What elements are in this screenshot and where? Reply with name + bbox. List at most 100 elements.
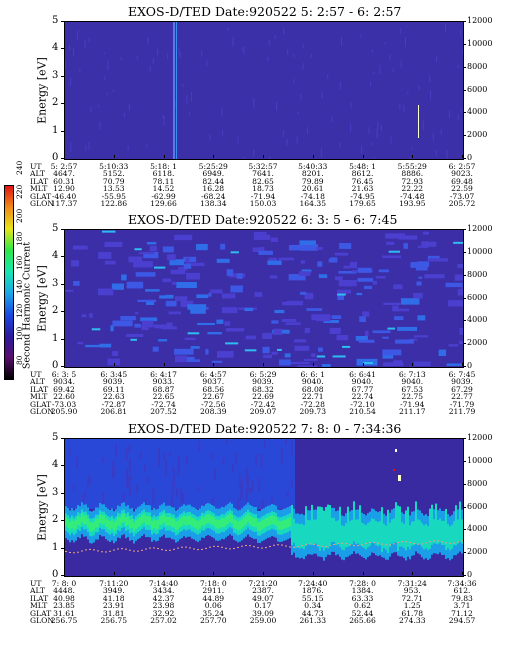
orbit-cell: 71.12 — [451, 608, 473, 618]
orbit-row-label: MLT — [30, 601, 48, 611]
spectrogram-patch — [301, 269, 312, 273]
x-tick-mark — [362, 155, 364, 158]
spectrogram-band — [383, 523, 385, 548]
y-tick-mark — [61, 283, 64, 285]
orbit-cell: 79.89 — [301, 176, 324, 186]
spectrogram-band — [197, 520, 199, 530]
spectrogram-speckle — [88, 474, 91, 483]
temperature-trace — [237, 546, 239, 548]
orbit-cell: 5:25:29 — [198, 162, 228, 171]
x-tick-mark — [462, 572, 463, 575]
x-tick-mark — [412, 363, 414, 366]
spectrogram-band — [185, 516, 187, 526]
orbit-cell: 35.24 — [202, 608, 225, 618]
orbit-row-label: ALT — [30, 586, 45, 596]
spectrogram-patch — [337, 289, 352, 294]
spectrogram-band — [293, 518, 295, 543]
orbit-cell: -46.40 — [51, 191, 77, 201]
spectrogram-patch — [112, 320, 133, 327]
spectrogram-patch — [413, 292, 423, 299]
orbit-cell: -71.79 — [449, 399, 475, 409]
spectrogram-patch — [311, 314, 331, 321]
y-tick-label: 2 — [52, 514, 59, 526]
spectrogram-speckle — [243, 156, 245, 159]
spectrogram-band — [275, 516, 277, 526]
temperature-trace — [113, 549, 115, 551]
orbit-cell: 6: 4:57 — [199, 370, 227, 379]
spectrogram-patch — [104, 260, 116, 265]
spectrogram-band — [287, 518, 289, 528]
orbit-cell: 294.57 — [448, 616, 476, 625]
spectrogram-patch — [394, 339, 414, 344]
spectrogram-band — [181, 517, 183, 527]
spectrogram-band — [311, 520, 313, 545]
orbit-row-label: GLON — [30, 407, 54, 416]
spectrogram-speckle — [435, 149, 437, 157]
y-tick-label: 4 — [52, 42, 59, 54]
orbit-cell: 79.83 — [451, 593, 473, 603]
spectrogram-speckle — [283, 27, 285, 35]
spectrogram-band — [157, 519, 159, 529]
spectrogram-band — [401, 522, 403, 547]
y-tick-mark — [61, 75, 64, 77]
spectrogram-speckle — [297, 111, 299, 115]
spectrogram-band — [151, 520, 153, 530]
spectrogram-patch — [253, 231, 267, 235]
temperature-trace — [429, 541, 431, 543]
spectrogram-band — [113, 522, 115, 532]
orbit-cell: 7: 8: 0 — [51, 579, 77, 588]
orbit-row-label: ILAT — [30, 384, 49, 394]
spectrogram-speckle — [234, 452, 237, 464]
spectrogram-band — [191, 517, 193, 527]
spectrogram-band — [223, 518, 225, 528]
spectrogram-band — [225, 516, 227, 526]
y2-tick-mark — [463, 320, 466, 322]
spectrogram-speckle — [136, 484, 139, 494]
spectrogram-patch — [216, 319, 224, 324]
temperature-trace — [369, 542, 371, 544]
orbit-cell: 7:21:20 — [248, 579, 278, 588]
spectrogram-band — [153, 519, 155, 529]
spectrogram-patch — [244, 349, 257, 352]
orbit-row-label: GLAT — [30, 399, 52, 409]
temperature-trace — [361, 544, 363, 546]
spectrogram-band — [433, 519, 435, 544]
spectrogram-speckle — [76, 457, 79, 469]
orbit-cell: 22.67 — [202, 392, 225, 402]
spectrogram-patch — [382, 352, 394, 359]
spectrogram-speckle — [457, 64, 459, 69]
spectrogram-patch — [268, 257, 277, 262]
spectrogram-patch — [146, 301, 155, 305]
spectrogram-band — [123, 513, 125, 523]
temperature-trace — [209, 546, 211, 548]
spectrogram-patch — [278, 257, 295, 261]
temperature-trace — [301, 544, 303, 546]
orbit-cell: 52.44 — [351, 608, 374, 618]
y2-tick-label: 12000 — [467, 224, 493, 233]
y-tick-mark — [61, 130, 64, 132]
orbit-cell: -62.99 — [151, 191, 176, 201]
spectrogram-speckle — [113, 466, 116, 477]
spectrogram-patch — [386, 241, 395, 246]
spectrogram-speckle — [146, 144, 148, 147]
y-tick-mark — [61, 575, 64, 576]
spectrogram-band — [439, 518, 441, 543]
spectrogram-band — [203, 517, 205, 527]
spectrogram-band — [73, 521, 75, 531]
temperature-trace — [377, 542, 379, 544]
x-tick-mark — [213, 363, 215, 366]
orbit-row-label: UT — [30, 579, 42, 588]
spectrogram-band — [299, 524, 301, 549]
spectrogram-band — [145, 516, 147, 526]
spectrogram-patch — [459, 340, 463, 345]
spectrogram-patch — [77, 341, 84, 345]
orbit-cell: 257.02 — [150, 616, 177, 625]
temperature-trace — [93, 549, 95, 551]
orbit-cell: 70.79 — [102, 176, 125, 186]
spectrogram-band — [267, 516, 269, 526]
y-tick-label: 3 — [52, 486, 59, 498]
x-tick-mark — [163, 155, 165, 158]
orbit-row-label: GLON — [30, 199, 54, 208]
spectrogram-band — [227, 514, 229, 524]
orbit-cell: 7641. — [252, 169, 274, 179]
